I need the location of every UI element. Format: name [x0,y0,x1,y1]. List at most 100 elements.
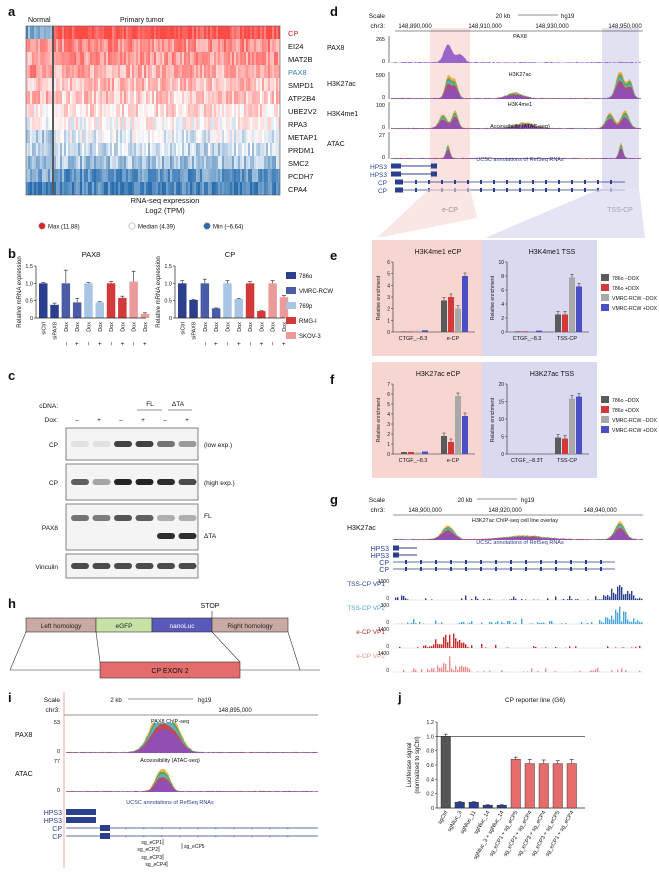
heatmap-cell [220,78,222,91]
vp-signal [483,599,485,600]
heatmap-cell [174,39,176,52]
heatmap-cell [84,182,86,195]
heatmap-cell [210,39,212,52]
heatmap-cell [128,26,130,39]
heatmap-cell [116,26,118,39]
vp-signal [637,598,639,600]
heatmap-cell [30,143,32,156]
heatmap-cell [178,130,180,143]
heatmap-cell [114,78,116,91]
vp-signal [621,587,623,600]
heatmap-cell [118,52,120,65]
heatmap-cell [160,130,162,143]
vp-signal [431,667,433,672]
heatmap-cell [174,104,176,117]
vp-signal [581,622,583,624]
heatmap-cell [156,26,158,39]
heatmap-cell [198,91,200,104]
blot-band [92,563,111,569]
heatmap-frame [25,25,281,196]
vp-track-zero: 0 [386,668,389,673]
heatmap-cell [174,169,176,182]
heatmap-cell [236,26,238,39]
heatmap-cell [44,130,46,143]
vp-track-name: e-CP VP1 [356,629,385,636]
vp-signal [459,623,461,624]
vp-track-name: TSS-CP VP2 [347,605,385,612]
heatmap-cell [198,78,200,91]
heatmap-cell [26,78,28,91]
heatmap-cell [34,156,36,169]
heatmap-cell [240,104,242,117]
heatmap-cell [80,143,82,156]
heatmap-cell [232,169,234,182]
heatmap-cell [242,156,244,169]
vp-signal [591,622,593,624]
heatmap-cell [192,182,194,195]
track-name: H3K4me1 [327,111,358,118]
vp-signal [397,597,399,600]
heatmap-cell [194,130,196,143]
heatmap-cell [54,39,56,52]
heatmap-cell [48,117,50,130]
gene-exon [480,560,482,564]
heatmap-cell [142,52,144,65]
gene-exon [558,188,560,192]
gene-exon [525,567,527,571]
heatmap-cell [232,156,234,169]
heatmap-cell [200,52,202,65]
y-tick-label: 2 [387,432,390,438]
dox-sign: + [282,342,288,346]
heatmap-cell [100,143,102,156]
heatmap-cell [118,169,120,182]
heatmap-cell [46,65,48,78]
heatmap-cell [30,182,32,195]
heatmap-cell [180,156,182,169]
vp-signal [629,621,631,624]
heatmap-cell [232,26,234,39]
heatmap-cell [150,52,152,65]
gene-exon [420,567,422,571]
group-fl: FL [146,401,154,408]
heatmap-cell [150,91,152,104]
heatmap-cell [220,65,222,78]
heatmap-cell [148,143,150,156]
vp-signal [535,646,537,648]
heatmap-cell [272,117,274,130]
heatmap-cell [186,39,188,52]
heatmap-cell [144,156,146,169]
heatmap-cell [234,52,236,65]
heatmap-cell [242,91,244,104]
heatmap-cell [108,65,110,78]
heatmap-cell [96,169,98,182]
gene-label: CP [379,567,389,574]
heatmap-cell [108,39,110,52]
heatmap-cell [150,26,152,39]
heatmap-cell [156,91,158,104]
heatmap-cell [122,182,124,195]
heatmap-cell [230,104,232,117]
heatmap-cell [266,182,268,195]
heatmap-cell [276,182,278,195]
vp-signal [531,668,533,672]
heatmap-cell [252,117,254,130]
heatmap-cell [32,65,34,78]
heatmap-cell [190,104,192,117]
heatmap-cell [180,143,182,156]
y-axis-label: Relative enrichment [490,275,496,320]
heatmap-cell [102,182,104,195]
heatmap-cell [80,78,82,91]
blot-band [178,533,197,539]
heatmap-cell [62,26,64,39]
heatmap-cell [108,26,110,39]
heatmap-cell [122,169,124,182]
heatmap-cell [56,130,58,143]
heatmap-cell [70,104,72,117]
heatmap-cell [98,39,100,52]
heatmap-cell [88,117,90,130]
heatmap-cell [270,39,272,52]
heatmap-cell [198,52,200,65]
heatmap-cell [90,26,92,39]
track-name: ATAC [15,771,33,778]
